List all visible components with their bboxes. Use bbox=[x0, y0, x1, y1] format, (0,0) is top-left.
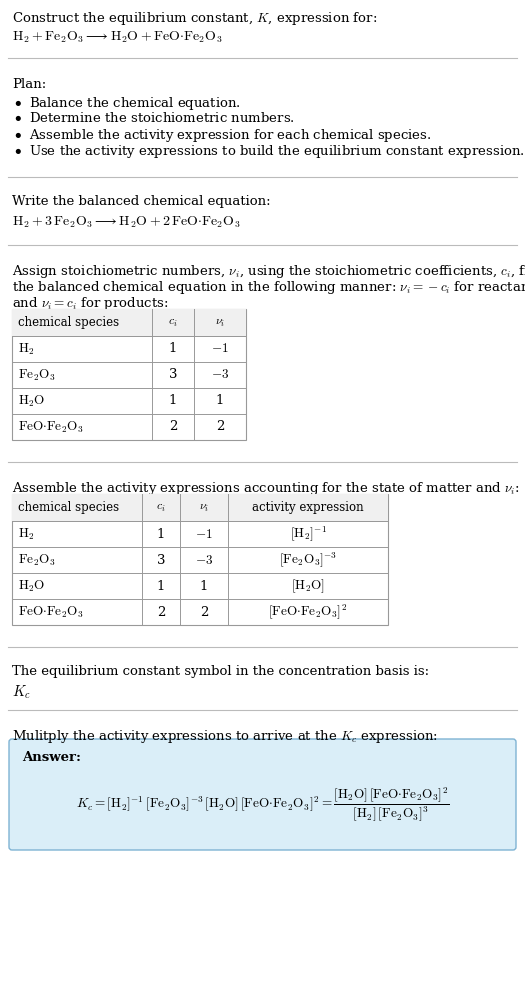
Text: 2: 2 bbox=[157, 606, 165, 619]
Text: $[\mathrm{Fe_2O_3}]^{-3}$: $[\mathrm{Fe_2O_3}]^{-3}$ bbox=[279, 550, 337, 570]
Text: 1: 1 bbox=[200, 580, 208, 593]
Text: $\bullet$  Determine the stoichiometric numbers.: $\bullet$ Determine the stoichiometric n… bbox=[14, 111, 295, 125]
Text: $\bullet$  Balance the chemical equation.: $\bullet$ Balance the chemical equation. bbox=[14, 95, 241, 112]
Bar bbox=[12, 494, 388, 521]
Text: Answer:: Answer: bbox=[22, 751, 81, 764]
Text: $K_c = [\mathrm{H_2}]^{-1}\,[\mathrm{Fe_2O_3}]^{-3}\,[\mathrm{H_2O}]\,[\mathrm{F: $K_c = [\mathrm{H_2}]^{-1}\,[\mathrm{Fe_… bbox=[76, 786, 449, 825]
Text: and $\nu_i = c_i$ for products:: and $\nu_i = c_i$ for products: bbox=[12, 295, 169, 312]
Bar bbox=[12, 309, 246, 440]
Text: 3: 3 bbox=[157, 553, 165, 566]
Text: 1: 1 bbox=[169, 343, 177, 356]
Text: Plan:: Plan: bbox=[12, 78, 46, 91]
Text: 2: 2 bbox=[200, 606, 208, 619]
Text: 3: 3 bbox=[169, 369, 177, 381]
Text: $K_c$: $K_c$ bbox=[12, 684, 31, 702]
Text: $\mathrm{H_2}$: $\mathrm{H_2}$ bbox=[18, 342, 35, 357]
Text: $-3$: $-3$ bbox=[211, 369, 229, 381]
Text: Mulitply the activity expressions to arrive at the $K_c$ expression:: Mulitply the activity expressions to arr… bbox=[12, 728, 438, 745]
Text: $[\mathrm{H_2O}]$: $[\mathrm{H_2O}]$ bbox=[291, 578, 325, 595]
Text: $\mathrm{H_2}$: $\mathrm{H_2}$ bbox=[18, 526, 35, 541]
Text: 1: 1 bbox=[216, 394, 224, 407]
Text: Assemble the activity expressions accounting for the state of matter and $\nu_i$: Assemble the activity expressions accoun… bbox=[12, 480, 520, 497]
Text: $-1$: $-1$ bbox=[211, 343, 229, 356]
Bar bbox=[12, 309, 246, 336]
Text: $\mathrm{H_2 + 3\,Fe_2O_3 \longrightarrow H_2O + 2\,FeO{\cdot}Fe_2O_3}$: $\mathrm{H_2 + 3\,Fe_2O_3 \longrightarro… bbox=[12, 215, 240, 231]
Text: Write the balanced chemical equation:: Write the balanced chemical equation: bbox=[12, 195, 270, 208]
Text: The equilibrium constant symbol in the concentration basis is:: The equilibrium constant symbol in the c… bbox=[12, 665, 429, 678]
Text: chemical species: chemical species bbox=[18, 316, 119, 329]
Bar bbox=[12, 494, 388, 625]
Text: $c_i$: $c_i$ bbox=[168, 316, 178, 329]
Text: $[\mathrm{FeO{\cdot}Fe_2O_3}]^2$: $[\mathrm{FeO{\cdot}Fe_2O_3}]^2$ bbox=[268, 603, 348, 622]
Text: $\nu_i$: $\nu_i$ bbox=[199, 501, 209, 514]
Text: Construct the equilibrium constant, $K$, expression for:: Construct the equilibrium constant, $K$,… bbox=[12, 10, 377, 27]
Text: $\nu_i$: $\nu_i$ bbox=[215, 316, 225, 329]
Text: $\mathrm{H_2 + Fe_2O_3 \longrightarrow H_2O + FeO{\cdot}Fe_2O_3}$: $\mathrm{H_2 + Fe_2O_3 \longrightarrow H… bbox=[12, 30, 223, 45]
Text: 1: 1 bbox=[169, 394, 177, 407]
Text: 2: 2 bbox=[216, 420, 224, 433]
Text: $\mathrm{FeO{\cdot}Fe_2O_3}$: $\mathrm{FeO{\cdot}Fe_2O_3}$ bbox=[18, 419, 84, 434]
Text: 1: 1 bbox=[157, 527, 165, 540]
Text: chemical species: chemical species bbox=[18, 501, 119, 514]
Text: $-3$: $-3$ bbox=[195, 553, 213, 566]
Text: activity expression: activity expression bbox=[252, 501, 364, 514]
Text: $\bullet$  Assemble the activity expression for each chemical species.: $\bullet$ Assemble the activity expressi… bbox=[14, 127, 432, 144]
Text: $\mathrm{FeO{\cdot}Fe_2O_3}$: $\mathrm{FeO{\cdot}Fe_2O_3}$ bbox=[18, 605, 84, 620]
Text: Assign stoichiometric numbers, $\nu_i$, using the stoichiometric coefficients, $: Assign stoichiometric numbers, $\nu_i$, … bbox=[12, 263, 525, 280]
Text: $\bullet$  Use the activity expressions to build the equilibrium constant expres: $\bullet$ Use the activity expressions t… bbox=[14, 143, 525, 160]
Text: $\mathrm{Fe_2O_3}$: $\mathrm{Fe_2O_3}$ bbox=[18, 367, 56, 383]
Text: 1: 1 bbox=[157, 580, 165, 593]
Text: $c_i$: $c_i$ bbox=[156, 501, 166, 514]
Text: $[\mathrm{H_2}]^{-1}$: $[\mathrm{H_2}]^{-1}$ bbox=[289, 524, 327, 543]
Text: $\mathrm{H_2O}$: $\mathrm{H_2O}$ bbox=[18, 579, 46, 594]
Text: the balanced chemical equation in the following manner: $\nu_i = -c_i$ for react: the balanced chemical equation in the fo… bbox=[12, 279, 525, 296]
Text: $\mathrm{Fe_2O_3}$: $\mathrm{Fe_2O_3}$ bbox=[18, 552, 56, 568]
Text: $\mathrm{H_2O}$: $\mathrm{H_2O}$ bbox=[18, 393, 46, 408]
Text: $-1$: $-1$ bbox=[195, 527, 213, 540]
Text: 2: 2 bbox=[169, 420, 177, 433]
FancyBboxPatch shape bbox=[9, 739, 516, 850]
